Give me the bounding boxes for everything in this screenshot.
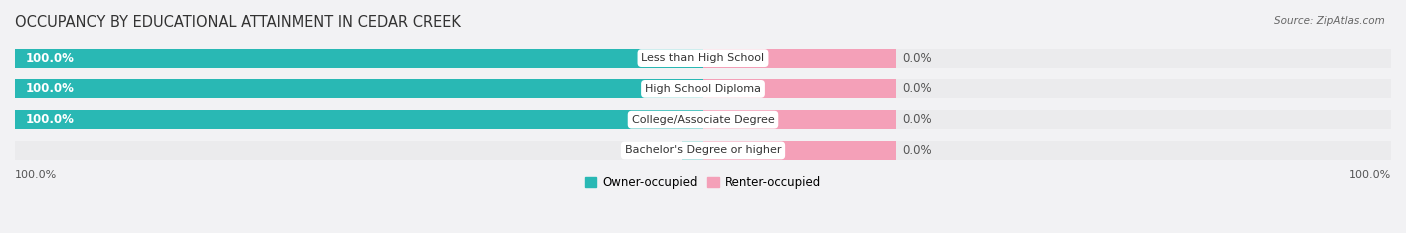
Bar xyxy=(703,110,896,129)
Text: 0.0%: 0.0% xyxy=(903,113,932,126)
Text: College/Associate Degree: College/Associate Degree xyxy=(631,115,775,125)
Text: OCCUPANCY BY EDUCATIONAL ATTAINMENT IN CEDAR CREEK: OCCUPANCY BY EDUCATIONAL ATTAINMENT IN C… xyxy=(15,15,461,30)
Bar xyxy=(15,48,1391,68)
Bar xyxy=(15,79,1391,98)
Bar xyxy=(15,48,703,68)
Text: 0.0%: 0.0% xyxy=(903,144,932,157)
Text: 100.0%: 100.0% xyxy=(25,82,75,95)
Text: Bachelor's Degree or higher: Bachelor's Degree or higher xyxy=(624,145,782,155)
Text: 100.0%: 100.0% xyxy=(1348,171,1391,180)
Text: 100.0%: 100.0% xyxy=(25,113,75,126)
Text: 0.0%: 0.0% xyxy=(903,82,932,95)
Bar xyxy=(15,110,703,129)
Bar xyxy=(703,48,896,68)
Text: High School Diploma: High School Diploma xyxy=(645,84,761,94)
Text: Less than High School: Less than High School xyxy=(641,53,765,63)
Bar xyxy=(15,110,1391,129)
Bar xyxy=(703,141,896,160)
Bar xyxy=(15,79,703,98)
Text: 100.0%: 100.0% xyxy=(15,171,58,180)
Text: 0.0%: 0.0% xyxy=(638,144,669,157)
Text: 0.0%: 0.0% xyxy=(903,52,932,65)
Bar xyxy=(15,141,1391,160)
Bar xyxy=(682,141,703,160)
Text: 100.0%: 100.0% xyxy=(25,52,75,65)
Legend: Owner-occupied, Renter-occupied: Owner-occupied, Renter-occupied xyxy=(579,171,827,194)
Bar xyxy=(703,79,896,98)
Text: Source: ZipAtlas.com: Source: ZipAtlas.com xyxy=(1274,16,1385,26)
